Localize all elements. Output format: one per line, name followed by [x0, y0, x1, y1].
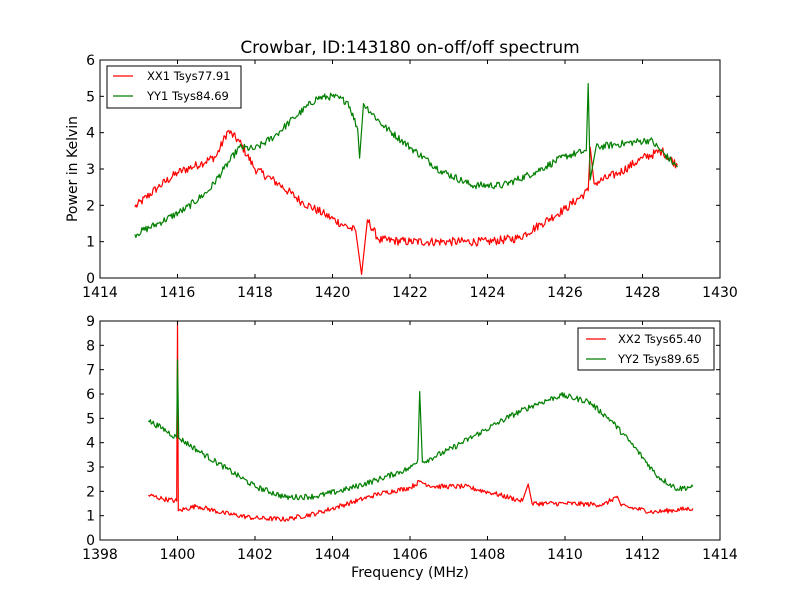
bottom-ytick-label: 7 [86, 363, 95, 379]
top-ytick-label: 1 [86, 235, 95, 251]
bottom-series-yy2 [147, 359, 694, 501]
bottom-series-layer [147, 320, 694, 522]
top-ytick-label: 6 [86, 53, 95, 69]
top-series-xx1 [134, 129, 678, 275]
legend-label-xx2: XX2 Tsys65.40 [618, 332, 702, 346]
top-ytick-label: 3 [86, 162, 95, 178]
bottom-ytick-label: 2 [86, 484, 95, 500]
top-xtick-label: 1420 [315, 285, 351, 301]
top-legend: XX1 Tsys77.91 YY1 Tsys84.69 [106, 65, 242, 109]
bottom-series-xx2 [147, 320, 694, 522]
bottom-xtick-label: 1400 [160, 547, 196, 563]
bottom-xtick-label: 1406 [392, 547, 428, 563]
top-xtick-label: 1424 [470, 285, 506, 301]
bottom-ytick-label: 4 [86, 436, 95, 452]
bottom-ytick-label: 6 [86, 387, 95, 403]
chart-title: Crowbar, ID:143180 on-off/off spectrum [240, 38, 579, 58]
bottom-xtick-label: 1404 [315, 547, 351, 563]
bottom-ytick-label: 3 [86, 460, 95, 476]
legend-label-yy1: YY1 Tsys84.69 [146, 89, 229, 103]
bottom-xlabel: Frequency (MHz) [351, 565, 469, 581]
top-xtick-label: 1414 [82, 285, 118, 301]
top-ytick-label: 2 [86, 198, 95, 214]
bottom-legend-box [577, 327, 715, 371]
legend-label-xx1: XX1 Tsys77.91 [147, 69, 231, 83]
bottom-ytick-label: 9 [86, 314, 95, 330]
bottom-ytick-label: 1 [86, 509, 95, 525]
bottom-ytick-label: 5 [86, 411, 95, 427]
bottom-ticks: 1398 1400 1402 1404 1406 1408 1410 1412 1414 0 1 2 3… [82, 314, 738, 563]
bottom-xtick-label: 1414 [702, 547, 738, 563]
bottom-ytick-label: 0 [86, 533, 95, 549]
bottom-xtick-label: 1398 [82, 547, 118, 563]
top-ticks: 1414 1416 1418 1420 1422 1424 1426 1428 1430 0 1 2 3… [82, 53, 738, 301]
top-xtick-label: 1426 [547, 285, 583, 301]
top-xtick-label: 1418 [237, 285, 273, 301]
bottom-xtick-label: 1408 [470, 547, 506, 563]
top-legend-box [106, 65, 242, 109]
bottom-xtick-label: 1412 [625, 547, 661, 563]
bottom-axes: 1398 1400 1402 1404 1406 1408 1410 1412 1414 0 1 2 3… [82, 314, 738, 581]
top-ytick-label: 5 [86, 89, 95, 105]
top-xtick-label: 1422 [392, 285, 428, 301]
top-ylabel: Power in Kelvin [65, 116, 81, 222]
bottom-legend: XX2 Tsys65.40 YY2 Tsys89.65 [577, 327, 715, 371]
bottom-xtick-label: 1410 [547, 547, 583, 563]
top-ytick-label: 0 [86, 271, 95, 287]
top-axes: 1414 1416 1418 1420 1422 1424 1426 1428 1430 0 1 2 3… [65, 53, 738, 301]
legend-label-yy2: YY2 Tsys89.65 [617, 352, 700, 366]
top-ytick-label: 4 [86, 126, 95, 142]
top-xtick-label: 1416 [160, 285, 196, 301]
top-series-yy1 [134, 83, 678, 238]
top-xtick-label: 1428 [625, 285, 661, 301]
bottom-ytick-label: 8 [86, 338, 95, 354]
bottom-xtick-label: 1402 [237, 547, 273, 563]
top-xtick-label: 1430 [702, 285, 738, 301]
top-series-layer [134, 83, 678, 275]
